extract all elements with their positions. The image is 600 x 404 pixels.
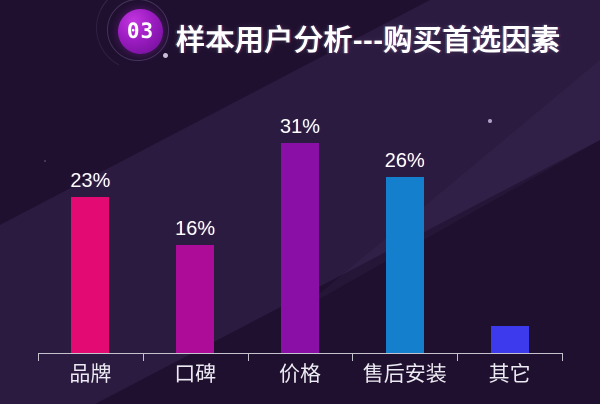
section-number: 03 bbox=[126, 19, 155, 43]
badge-decorative-ring bbox=[107, 0, 169, 61]
bar-4 bbox=[385, 177, 424, 353]
category-label: 售后安装 bbox=[362, 363, 447, 386]
section-number-badge: 03 bbox=[118, 9, 163, 54]
category-label: 品牌 bbox=[69, 363, 112, 386]
category-label: 价格 bbox=[278, 363, 321, 386]
x-axis-tick bbox=[38, 353, 39, 361]
x-axis-tick bbox=[247, 353, 249, 361]
x-axis-tick bbox=[562, 353, 563, 361]
bar-5 bbox=[490, 326, 529, 353]
x-axis-tick bbox=[142, 353, 144, 361]
bar-value-label: 23% bbox=[70, 170, 111, 192]
category-label-row: 品牌 口碑 价格 售后安装 其它 bbox=[38, 361, 562, 388]
star-dot bbox=[202, 227, 205, 230]
bar-cell-5 bbox=[457, 0, 562, 353]
category-label: 其它 bbox=[488, 363, 531, 386]
star-dot bbox=[44, 160, 46, 162]
bar-value-label: 16% bbox=[175, 218, 216, 240]
bar-1 bbox=[71, 197, 110, 353]
page-title: 样本用户分析---购买首选因素 bbox=[176, 25, 561, 57]
star-dot bbox=[488, 119, 492, 123]
slide-header: 03 样本用户分析---购买首选因素 bbox=[0, 0, 600, 81]
bar-3 bbox=[280, 143, 319, 353]
x-axis-tick bbox=[457, 353, 459, 361]
bar-cell-2: 16% bbox=[143, 0, 248, 353]
bar-cell-4: 26% bbox=[352, 0, 457, 353]
bar-value-label: 31% bbox=[279, 116, 320, 138]
bar-cell-3: 31% bbox=[248, 0, 353, 353]
bar-chart-plot-area: 23% 16% 31% 26% bbox=[38, 0, 562, 353]
category-label: 口碑 bbox=[174, 363, 217, 386]
bar-cell-1: 23% bbox=[38, 0, 143, 353]
bar-2 bbox=[176, 245, 215, 353]
x-axis-line bbox=[38, 353, 563, 354]
badge-ring-dot bbox=[163, 53, 168, 58]
x-axis-tick bbox=[352, 353, 354, 361]
bar-value-label: 26% bbox=[384, 150, 425, 172]
